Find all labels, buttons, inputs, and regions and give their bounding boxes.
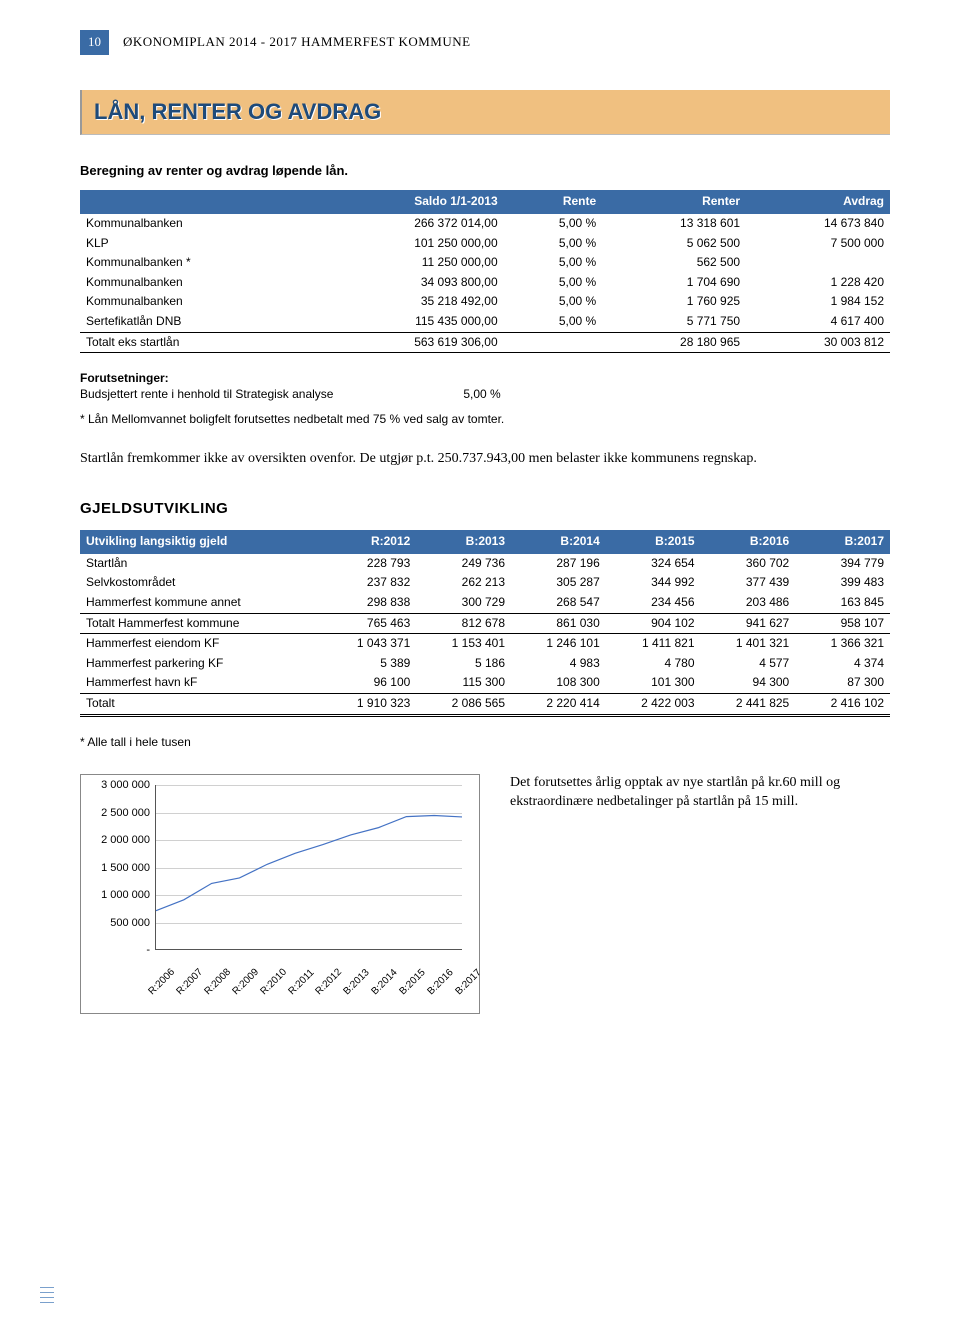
chart-line (156, 785, 462, 949)
col-header: Utvikling langsiktig gjeld (80, 530, 322, 554)
debt-chart: 3 000 000 2 500 000 2 000 000 1 500 000 1 00… (80, 774, 480, 1014)
x-axis-label: R:2011 (285, 967, 316, 998)
section-intro: Beregning av renter og avdrag løpende lå… (80, 163, 890, 180)
y-axis-label: 1 000 000 (88, 888, 150, 902)
table-row: Hammerfest eiendom KF1 043 3711 153 4011… (80, 634, 890, 654)
table-row: Totalt Hammerfest kommune765 463812 6788… (80, 613, 890, 634)
table-row: Hammerfest kommune annet298 838300 72926… (80, 593, 890, 613)
col-header: B:2013 (416, 530, 511, 554)
x-axis-label: R:2009 (230, 966, 262, 998)
col-header: B:2016 (701, 530, 796, 554)
gjeld-table: Utvikling langsiktig gjeldR:2012B:2013B:… (80, 530, 890, 716)
subsection-heading: GJELDSUTVIKLING (80, 499, 890, 519)
x-axis-label: B:2017 (453, 967, 485, 999)
table-row: Kommunalbanken34 093 800,005,00 %1 704 6… (80, 273, 890, 293)
table-row: Selvkostområdet237 832262 213305 287344 … (80, 573, 890, 593)
table2-footnote: * Alle tall i hele tusen (80, 735, 890, 751)
col-header: B:2014 (511, 530, 606, 554)
table-row: KLP101 250 000,005,00 %5 062 5007 500 00… (80, 234, 890, 254)
table-row: Kommunalbanken *11 250 000,005,00 %562 5… (80, 253, 890, 273)
x-axis-label: B:2014 (369, 967, 401, 999)
page-number: 10 (80, 30, 109, 55)
table-row: Totalt1 910 3232 086 5652 220 4142 422 0… (80, 694, 890, 716)
col-header: R:2012 (322, 530, 417, 554)
col-renter: Renter (602, 190, 746, 214)
x-axis-label: B:2016 (425, 967, 457, 999)
section-title: LÅN, RENTER OG AVDRAG (88, 96, 387, 129)
page-decoration (40, 1287, 54, 1307)
table-row: Hammerfest parkering KF5 3895 1864 9834 … (80, 654, 890, 674)
table-row: Kommunalbanken266 372 014,005,00 %13 318… (80, 214, 890, 234)
x-axis-label: B:2013 (341, 967, 373, 999)
y-axis-label: 2 000 000 (88, 833, 150, 847)
assumptions-heading: Forutsetninger: (80, 371, 169, 385)
y-axis-label: 1 500 000 (88, 861, 150, 875)
table-row: Hammerfest havn kF96 100115 300108 30010… (80, 673, 890, 693)
assumptions: Forutsetninger: Budsjettert rente i henh… (80, 371, 890, 402)
x-axis-label: R:2006 (146, 966, 178, 998)
col-blank (80, 190, 313, 214)
y-axis-label: 2 500 000 (88, 806, 150, 820)
x-axis-label: R:2010 (257, 966, 289, 998)
paragraph-startlan: Startlån fremkommer ikke av oversikten o… (80, 450, 890, 469)
doc-title: ØKONOMIPLAN 2014 - 2017 HAMMERFEST KOMMU… (123, 34, 471, 51)
x-axis-label: B:2015 (397, 967, 429, 999)
assumption-footnote: * Lån Mellomvannet boligfelt forutsettes… (80, 412, 890, 428)
table-row: Kommunalbanken35 218 492,005,00 %1 760 9… (80, 292, 890, 312)
y-axis-label: - (88, 943, 150, 957)
table-total-row: Totalt eks startlån563 619 306,0028 180 … (80, 332, 890, 353)
col-rente: Rente (504, 190, 603, 214)
x-axis-label: R:2012 (313, 966, 345, 998)
table-row: Sertefikatlån DNB115 435 000,005,00 %5 7… (80, 312, 890, 332)
y-axis-label: 3 000 000 (88, 778, 150, 792)
col-header: B:2015 (606, 530, 701, 554)
x-axis-label: R:2008 (202, 966, 234, 998)
chart-annotation: Det forutsettes årlig opptak av nye star… (510, 774, 890, 812)
section-bar: LÅN, RENTER OG AVDRAG (80, 90, 890, 136)
page-header: 10 ØKONOMIPLAN 2014 - 2017 HAMMERFEST KO… (80, 30, 890, 55)
col-saldo: Saldo 1/1-2013 (313, 190, 504, 214)
col-header: B:2017 (795, 530, 890, 554)
col-avdrag: Avdrag (746, 190, 890, 214)
table-row: Startlån228 793249 736287 196324 654360 … (80, 554, 890, 574)
x-axis-label: R:2007 (174, 966, 206, 998)
y-axis-label: 500 000 (88, 916, 150, 930)
loans-table: Saldo 1/1-2013 Rente Renter Avdrag Kommu… (80, 190, 890, 353)
assumption-line: Budsjettert rente i henhold til Strategi… (80, 387, 460, 403)
assumption-value: 5,00 % (463, 387, 500, 401)
